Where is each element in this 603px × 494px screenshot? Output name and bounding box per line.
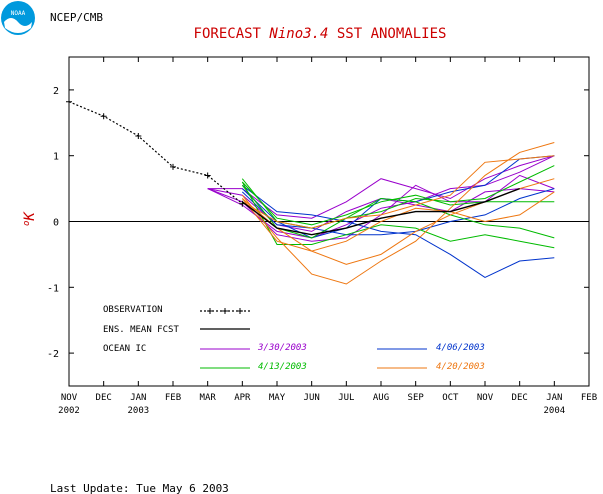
chart-title-italic: Nino3.4 (268, 26, 328, 42)
noaa-logo: NOAA (1, 1, 35, 35)
x-tick-label: APR (234, 393, 251, 403)
last-update: Last Update: Tue May 6 2003 (50, 482, 229, 494)
legend-ic-0420-label: 4/20/2003 (436, 362, 485, 372)
x-tick-label: NOV (61, 393, 78, 403)
forecast-line-ic_0413 (241, 184, 555, 239)
legend-ocean-ic-label: OCEAN IC (103, 344, 146, 354)
y-tick-label: 1 (53, 152, 59, 163)
x-tick-label: FEB (165, 393, 181, 403)
x-tick-label: JUN (304, 393, 320, 403)
x-tick-label: DEC (512, 393, 528, 403)
forecast-line-ic_0420 (242, 155, 555, 229)
legend-ic-0413-label: 4/13/2003 (258, 362, 307, 372)
x-tick-label: DEC (96, 393, 112, 403)
x-tick-label: OCT (442, 393, 459, 403)
forecast-line-ic_0413 (241, 181, 555, 249)
agency-label: NCEP/CMB (50, 11, 103, 24)
forecast-line-ic_0420 (241, 142, 555, 285)
x-year-label: 2004 (543, 406, 565, 416)
observation-point (239, 200, 246, 207)
x-tick-label: JAN (546, 393, 562, 403)
x-tick-label: NOV (477, 393, 494, 403)
forecast-line-ic_0413 (241, 181, 555, 226)
forecast-line-ic_0330 (207, 155, 555, 239)
y-tick-label: 0 (53, 218, 59, 229)
x-tick-label: FEB (581, 393, 597, 403)
x-tick-label: MAY (269, 393, 286, 403)
noaa-logo-wave (4, 18, 32, 33)
observation-point (135, 132, 142, 139)
ens-mean-line (241, 187, 520, 236)
legend: OBSERVATION ENS. MEAN FCST OCEAN IC 3/30… (103, 305, 485, 372)
plot-area: -2 -1 0 1 2 NOV DEC JAN FEB MAR APR MAY JUN JUL AUG SEP… (47, 56, 597, 416)
x-tick-label: JUL (338, 393, 354, 403)
y-axis-label-unit: K (22, 211, 38, 222)
legend-observation-label: OBSERVATION (103, 305, 163, 315)
forecast-line-ic_0406 (241, 188, 555, 236)
x-tick-label: JAN (130, 393, 146, 403)
observation-line (68, 101, 243, 205)
x-year-label: 2003 (127, 406, 149, 416)
legend-observation-markers (207, 308, 243, 314)
observation-point (170, 163, 176, 170)
legend-ens-mean-label: ENS. MEAN FCST (103, 325, 179, 335)
x-tick-label: MAR (200, 393, 217, 403)
observation-point (100, 113, 107, 120)
legend-ic-0330-label: 3/30/2003 (257, 343, 307, 353)
y-tick-label: -2 (47, 349, 59, 360)
chart-title-suffix: SST ANOMALIES (328, 26, 446, 42)
y-axis-label-degree: o (22, 221, 32, 226)
chart-title-prefix: FORECAST (194, 26, 270, 42)
observation-point (204, 172, 211, 179)
x-tick-label: SEP (408, 393, 425, 403)
y-axis-label: oK (22, 211, 38, 226)
forecast-line-ic_0413 (241, 165, 555, 229)
y-axis-label-text: oK (22, 211, 38, 226)
y-tick-label: 2 (53, 86, 59, 97)
legend-ic-0406-label: 4/06/2003 (436, 343, 485, 353)
y-tick-label: -1 (47, 283, 59, 294)
x-year-label: 2002 (58, 406, 80, 416)
noaa-logo-text: NOAA (11, 10, 26, 17)
observation-point (66, 98, 72, 105)
x-tick-label: AUG (373, 393, 389, 403)
chart-title: FORECAST Nino3.4 SST ANOMALIES (194, 26, 447, 42)
